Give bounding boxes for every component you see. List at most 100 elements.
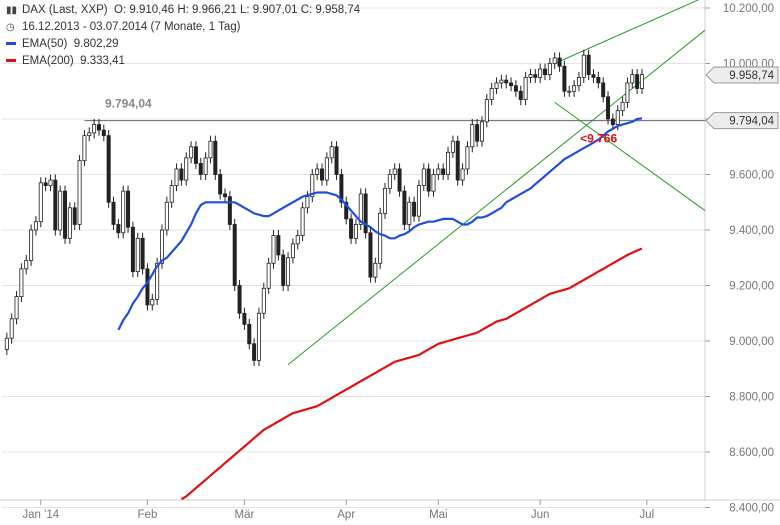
candle-body (29, 229, 34, 261)
horizontal-level: 9.794,04 (84, 97, 705, 122)
candle-body (208, 140, 213, 159)
candle-body (19, 268, 24, 298)
instrument-name: DAX (Last, XXP) (22, 4, 108, 16)
ema200-value: 9.333,41 (80, 55, 125, 67)
candle-body (33, 221, 38, 231)
candle-body (53, 179, 58, 231)
candle-body (130, 226, 135, 273)
x-axis-ticks: Jan '14 Feb Mär Apr Mai Jun Jul (22, 500, 654, 521)
candle-body (494, 82, 499, 89)
candle-body (63, 190, 68, 239)
candle-body (242, 312, 247, 325)
x-tick-label: Mai (429, 509, 448, 521)
candle-body (96, 124, 101, 131)
candle-body (528, 74, 533, 78)
candle-body (164, 201, 169, 231)
ema50-swatch (6, 42, 16, 46)
candle-body (72, 207, 77, 225)
candle-body (635, 74, 640, 89)
candle-body (300, 207, 305, 236)
candle-body (145, 268, 150, 306)
candle-body (513, 85, 518, 92)
candlestick-icon: ▮▮ (6, 5, 18, 16)
candle-body (324, 157, 329, 181)
y-tick-label: 8.800,00 (729, 392, 774, 404)
candle-body (87, 132, 92, 137)
ema50-value: 9.802,29 (73, 38, 119, 50)
candle-body (479, 121, 484, 142)
candle-body (460, 168, 465, 181)
candle-body (121, 190, 126, 234)
x-tick-label: Jan '14 (22, 509, 59, 521)
candle-body (339, 174, 344, 203)
candle-body (576, 76, 581, 87)
candle-body (256, 312, 261, 361)
candle-body (615, 110, 620, 125)
candle-body (232, 224, 237, 286)
candle-body (43, 182, 48, 186)
candle-body (305, 196, 310, 209)
trendlines (287, 0, 706, 365)
candle-body (276, 235, 281, 256)
candle-body (625, 82, 630, 103)
legend-range: ◷ 16.12.2013 - 03.07.2014 (7 Monate, 1 Ta… (6, 21, 240, 33)
candle-body (179, 168, 184, 181)
candle-body (227, 196, 232, 225)
candle-body (111, 201, 116, 225)
candle-body (353, 224, 358, 239)
candle-body (159, 229, 164, 264)
candle-body (189, 146, 194, 159)
candle-body (169, 185, 174, 203)
annotations: <9.766 9.958,74 9.794,04 (580, 66, 779, 145)
candle-body (562, 65, 567, 92)
candle-body (591, 74, 596, 78)
candle-body (295, 235, 300, 245)
candle-body (639, 74, 644, 89)
ema200-series (180, 247, 643, 501)
y-tick-label: 8.600,00 (729, 447, 774, 459)
level-price-label: 9.794,04 (729, 116, 774, 128)
candle-body (630, 74, 635, 84)
candle-body (484, 99, 489, 123)
candle-body (14, 296, 19, 320)
x-tick-label: Apr (337, 509, 355, 521)
candle-body (470, 124, 475, 148)
candle-body (319, 168, 324, 181)
candle-body (601, 82, 606, 98)
candle-body (310, 174, 315, 198)
candle-body (383, 187, 388, 214)
y-tick-label: 9.600,00 (729, 170, 774, 182)
candle-body (363, 193, 368, 234)
candle-body (290, 243, 295, 259)
candle-body (126, 190, 131, 228)
candle-body (9, 318, 14, 339)
candle-body (48, 179, 53, 187)
candle-body (610, 118, 615, 125)
support-annotation: <9.766 (580, 131, 617, 145)
candle-body (358, 193, 363, 225)
candle-body (538, 68, 543, 78)
candle-body (261, 287, 266, 314)
candle-body (252, 343, 257, 361)
candle-body (368, 232, 373, 278)
trendline (554, 0, 700, 64)
candle-body (455, 140, 460, 181)
current-price-label-box (705, 66, 779, 84)
candle-body (213, 140, 218, 175)
candle-body (446, 151, 451, 175)
y-tick-label: 9.000,00 (729, 336, 774, 348)
candle-body (523, 76, 528, 100)
candle-body (441, 168, 446, 175)
ema50-series (117, 117, 643, 331)
candle-body (116, 224, 121, 234)
ema50-label: EMA(50) (22, 38, 68, 50)
candle-body (412, 201, 417, 217)
candle-body (77, 160, 82, 225)
candle-body (155, 262, 160, 300)
candle-body (431, 174, 436, 192)
candle-body (465, 146, 470, 170)
candle-body (397, 168, 402, 192)
candle-body (203, 157, 208, 175)
y-tick-label: 10.200,00 (723, 3, 774, 15)
